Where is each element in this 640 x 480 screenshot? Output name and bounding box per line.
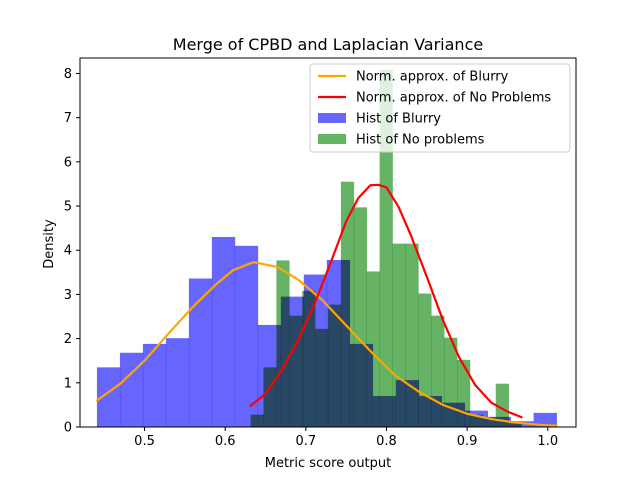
legend-label: Hist of Blurry (356, 112, 441, 127)
histogram-2-bar (353, 207, 368, 427)
histogram-2-bar (379, 69, 393, 427)
histogram-1-bar (142, 343, 167, 427)
histogram-1-bar (165, 338, 190, 427)
x-tick-label: 0.6 (215, 434, 236, 449)
series-line-1 (95, 261, 558, 427)
histogram-1-bar (533, 412, 557, 427)
histogram-2-bar (328, 304, 342, 427)
y-tick-label: 0 (64, 421, 72, 436)
histogram-1-bar (96, 367, 121, 427)
series-line-2 (249, 183, 523, 419)
histogram-2-bar (431, 315, 445, 427)
histogram-2-bar (482, 417, 497, 427)
histogram-2-bar (418, 293, 432, 427)
axes-frame (79, 57, 577, 428)
histogram-2-bar (508, 423, 522, 427)
histogram-1-bar (211, 236, 236, 427)
y-tick-label: 2 (64, 332, 72, 347)
legend-label: Norm. approx. of No Problems (356, 91, 551, 106)
y-tick-label: 4 (64, 244, 72, 259)
x-tick-label: 0.9 (457, 434, 478, 449)
histogram-2-bar (495, 383, 509, 427)
histogram-2-bar (392, 243, 406, 427)
x-tick-label: 0.5 (134, 434, 155, 449)
plot-area (95, 69, 558, 427)
legend: Norm. approx. of Blurry Norm. approx. of … (309, 63, 571, 153)
legend-patch-swatch (318, 134, 346, 144)
y-axis-label: Density (42, 219, 57, 269)
histogram-2-bar (250, 414, 264, 427)
y-tick-label: 3 (64, 288, 72, 303)
histogram-2-bar (263, 367, 277, 427)
legend-patch-swatch (318, 113, 346, 123)
x-tick-label: 1.0 (537, 434, 558, 449)
legend-box (309, 63, 571, 153)
x-axis-label: Metric score output (265, 456, 392, 471)
histogram-2-bar (444, 337, 458, 427)
histogram-2-bar (405, 243, 419, 427)
histogram-2-bar (366, 271, 380, 427)
axes: 0.5 0.6 0.7 0.8 0.9 1.0 0 1 2 3 4 5 6 7 8 (64, 57, 577, 449)
histogram-1-bar (188, 278, 213, 427)
histogram-2-bar (469, 414, 484, 427)
x-tick-label: 0.8 (376, 434, 397, 449)
histogram-2-bar (315, 328, 329, 427)
y-tick-label: 7 (64, 111, 72, 126)
x-tick-label: 0.7 (295, 434, 316, 449)
plot-inner (95, 69, 558, 427)
legend-label: Hist of No problems (356, 133, 485, 148)
histogram-2-bar (289, 315, 303, 427)
histogram-2-bar (457, 359, 471, 427)
chart-title: Merge of CPBD and Laplacian Variance (173, 35, 483, 54)
y-tick-label: 6 (64, 155, 72, 170)
y-tick-label: 1 (64, 376, 72, 391)
y-tick-label: 8 (64, 67, 72, 82)
histogram-2-bar (276, 260, 290, 427)
y-tick-label: 5 (64, 200, 72, 215)
histogram-1-bar (119, 352, 144, 427)
histogram-2-bar (302, 290, 316, 427)
legend-label: Norm. approx. of Blurry (356, 70, 509, 85)
histogram-1-bar (234, 245, 259, 427)
histogram-2-bar (340, 181, 355, 427)
